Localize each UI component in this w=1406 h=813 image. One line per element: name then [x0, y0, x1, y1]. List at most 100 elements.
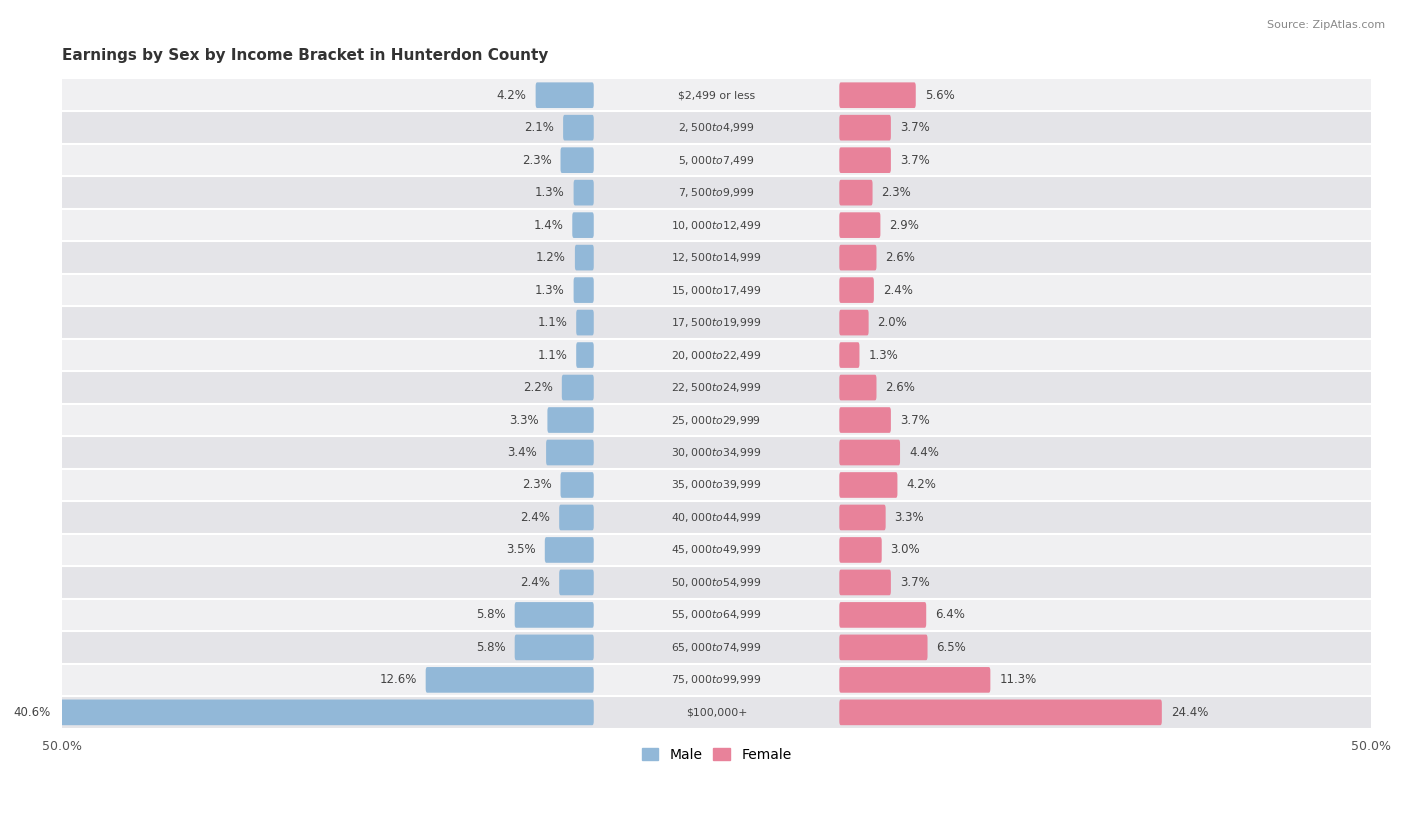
- FancyBboxPatch shape: [561, 472, 593, 498]
- Bar: [62, 176, 1371, 209]
- FancyBboxPatch shape: [839, 212, 880, 238]
- Bar: [62, 437, 1371, 469]
- Text: 6.5%: 6.5%: [936, 641, 966, 654]
- Text: 2.3%: 2.3%: [522, 154, 551, 167]
- Text: 2.6%: 2.6%: [886, 251, 915, 264]
- FancyBboxPatch shape: [839, 342, 859, 368]
- FancyBboxPatch shape: [426, 667, 593, 693]
- Bar: [62, 111, 1371, 144]
- FancyBboxPatch shape: [839, 699, 1161, 725]
- FancyBboxPatch shape: [574, 180, 593, 206]
- FancyBboxPatch shape: [839, 472, 897, 498]
- FancyBboxPatch shape: [839, 505, 886, 530]
- Text: 3.7%: 3.7%: [900, 154, 929, 167]
- Text: $20,000 to $22,499: $20,000 to $22,499: [671, 349, 762, 362]
- FancyBboxPatch shape: [560, 505, 593, 530]
- Bar: [62, 241, 1371, 274]
- Text: $50,000 to $54,999: $50,000 to $54,999: [671, 576, 762, 589]
- Text: 3.7%: 3.7%: [900, 121, 929, 134]
- Text: 11.3%: 11.3%: [1000, 673, 1036, 686]
- Text: 3.4%: 3.4%: [508, 446, 537, 459]
- FancyBboxPatch shape: [515, 635, 593, 660]
- Text: 2.0%: 2.0%: [877, 316, 907, 329]
- Text: 5.8%: 5.8%: [477, 608, 506, 621]
- Text: 1.3%: 1.3%: [534, 284, 565, 297]
- Bar: [62, 339, 1371, 372]
- Text: $75,000 to $99,999: $75,000 to $99,999: [671, 673, 762, 686]
- Text: 1.3%: 1.3%: [869, 349, 898, 362]
- Text: 12.6%: 12.6%: [380, 673, 416, 686]
- Bar: [62, 631, 1371, 663]
- FancyBboxPatch shape: [515, 602, 593, 628]
- Text: $35,000 to $39,999: $35,000 to $39,999: [671, 479, 762, 492]
- Bar: [62, 469, 1371, 502]
- Text: 3.5%: 3.5%: [506, 543, 536, 556]
- Text: 3.7%: 3.7%: [900, 414, 929, 427]
- FancyBboxPatch shape: [839, 635, 928, 660]
- Text: 5.8%: 5.8%: [477, 641, 506, 654]
- Text: $100,000+: $100,000+: [686, 707, 747, 717]
- Bar: [62, 566, 1371, 598]
- Text: 5.6%: 5.6%: [925, 89, 955, 102]
- Bar: [62, 372, 1371, 404]
- Text: 2.4%: 2.4%: [883, 284, 912, 297]
- Text: $12,500 to $14,999: $12,500 to $14,999: [671, 251, 762, 264]
- FancyBboxPatch shape: [839, 407, 891, 433]
- Text: $10,000 to $12,499: $10,000 to $12,499: [671, 219, 762, 232]
- FancyBboxPatch shape: [839, 277, 875, 303]
- Text: $17,500 to $19,999: $17,500 to $19,999: [671, 316, 762, 329]
- Text: 2.1%: 2.1%: [524, 121, 554, 134]
- Bar: [62, 209, 1371, 241]
- FancyBboxPatch shape: [839, 245, 876, 271]
- Legend: Male, Female: Male, Female: [636, 742, 797, 767]
- Text: 2.6%: 2.6%: [886, 381, 915, 394]
- FancyBboxPatch shape: [536, 82, 593, 108]
- Text: 3.3%: 3.3%: [894, 511, 924, 524]
- Bar: [62, 274, 1371, 307]
- FancyBboxPatch shape: [576, 310, 593, 336]
- Text: 2.9%: 2.9%: [890, 219, 920, 232]
- Text: 3.3%: 3.3%: [509, 414, 538, 427]
- Text: 2.3%: 2.3%: [522, 479, 551, 492]
- FancyBboxPatch shape: [547, 407, 593, 433]
- Text: $7,500 to $9,999: $7,500 to $9,999: [678, 186, 755, 199]
- Bar: [62, 79, 1371, 111]
- FancyBboxPatch shape: [560, 570, 593, 595]
- Text: 2.4%: 2.4%: [520, 576, 550, 589]
- FancyBboxPatch shape: [839, 310, 869, 336]
- Bar: [62, 533, 1371, 566]
- Bar: [62, 598, 1371, 631]
- Text: $30,000 to $34,999: $30,000 to $34,999: [671, 446, 762, 459]
- Text: $2,500 to $4,999: $2,500 to $4,999: [678, 121, 755, 134]
- FancyBboxPatch shape: [575, 245, 593, 271]
- Text: Earnings by Sex by Income Bracket in Hunterdon County: Earnings by Sex by Income Bracket in Hun…: [62, 47, 548, 63]
- Text: 40.6%: 40.6%: [13, 706, 51, 719]
- Text: $65,000 to $74,999: $65,000 to $74,999: [671, 641, 762, 654]
- FancyBboxPatch shape: [561, 147, 593, 173]
- FancyBboxPatch shape: [839, 667, 990, 693]
- Bar: [62, 663, 1371, 696]
- Text: $25,000 to $29,999: $25,000 to $29,999: [672, 414, 762, 427]
- FancyBboxPatch shape: [839, 115, 891, 141]
- FancyBboxPatch shape: [839, 147, 891, 173]
- Bar: [62, 404, 1371, 437]
- Text: $22,500 to $24,999: $22,500 to $24,999: [671, 381, 762, 394]
- Text: $40,000 to $44,999: $40,000 to $44,999: [671, 511, 762, 524]
- FancyBboxPatch shape: [544, 537, 593, 563]
- Text: 1.3%: 1.3%: [534, 186, 565, 199]
- Text: 24.4%: 24.4%: [1171, 706, 1208, 719]
- Text: 4.2%: 4.2%: [907, 479, 936, 492]
- Text: 2.4%: 2.4%: [520, 511, 550, 524]
- Text: 4.4%: 4.4%: [908, 446, 939, 459]
- FancyBboxPatch shape: [562, 375, 593, 400]
- FancyBboxPatch shape: [839, 537, 882, 563]
- Bar: [62, 144, 1371, 176]
- FancyBboxPatch shape: [839, 375, 876, 400]
- FancyBboxPatch shape: [839, 602, 927, 628]
- FancyBboxPatch shape: [546, 440, 593, 465]
- Text: $5,000 to $7,499: $5,000 to $7,499: [678, 154, 755, 167]
- FancyBboxPatch shape: [839, 570, 891, 595]
- FancyBboxPatch shape: [839, 180, 873, 206]
- Bar: [62, 696, 1371, 728]
- Text: 1.4%: 1.4%: [533, 219, 564, 232]
